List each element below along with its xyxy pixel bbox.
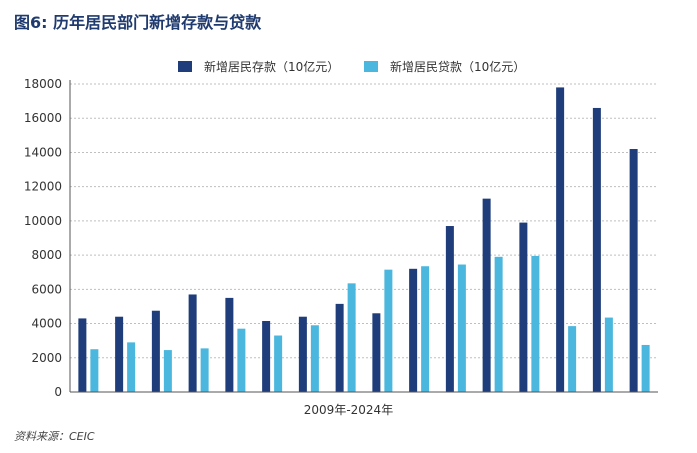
y-tick-label: 2000 [31, 351, 62, 365]
bar-loans [163, 350, 172, 392]
bar-loans [494, 256, 503, 392]
legend-swatch-loans [364, 60, 378, 72]
y-tick-label: 8000 [31, 248, 62, 262]
bar-deposits [298, 316, 307, 392]
legend-label-deposits: 新增居民存款（10亿元） [204, 59, 340, 74]
bar-loans [641, 344, 650, 392]
bar-deposits [482, 198, 491, 392]
bar-loans [531, 255, 540, 392]
y-tick-label: 10000 [24, 214, 62, 228]
bar-loans [200, 348, 209, 392]
bar-deposits [335, 303, 344, 392]
chart-title: 图6: 历年居民部门新增存款与贷款 [14, 13, 262, 32]
y-tick-label: 14000 [24, 145, 62, 159]
bar-loans [421, 266, 430, 392]
bar-loans [310, 325, 319, 392]
bar-deposits [556, 87, 565, 392]
y-tick-label: 18000 [24, 77, 62, 91]
y-tick-label: 6000 [31, 282, 62, 296]
bar-loans [384, 269, 393, 392]
legend-label-loans: 新增居民贷款（10亿元） [390, 59, 526, 74]
source-note: 资料来源：CEIC [14, 430, 95, 443]
bar-deposits [372, 313, 381, 392]
bar-deposits [519, 222, 528, 392]
bar-loans [568, 326, 577, 392]
bar-deposits [445, 226, 454, 392]
legend-item-deposits: 新增居民存款（10亿元） [178, 58, 339, 74]
bar-deposits [225, 297, 234, 392]
bar-deposits [78, 318, 87, 392]
bar-deposits [188, 294, 197, 392]
legend-item-loans: 新增居民贷款（10亿元） [364, 58, 525, 74]
bar-deposits [629, 149, 638, 392]
bar-loans [127, 342, 136, 392]
y-tick-label: 12000 [24, 180, 62, 194]
bar-loans [274, 335, 283, 392]
x-axis-title: 2009年-2024年 [303, 403, 394, 417]
bar-loans [457, 264, 466, 392]
bar-deposits [592, 107, 601, 392]
bar-loans [604, 317, 613, 392]
bar-loans [90, 349, 99, 392]
bar-deposits [262, 320, 271, 392]
bar-loans [347, 283, 356, 392]
bar-loans [237, 328, 246, 392]
y-tick-label: 4000 [31, 317, 62, 331]
legend-swatch-deposits [178, 60, 192, 72]
y-tick-label: 0 [54, 385, 62, 399]
y-tick-label: 16000 [24, 111, 62, 125]
bar-deposits [115, 316, 124, 392]
bar-deposits [409, 268, 418, 392]
bar-deposits [151, 310, 160, 392]
